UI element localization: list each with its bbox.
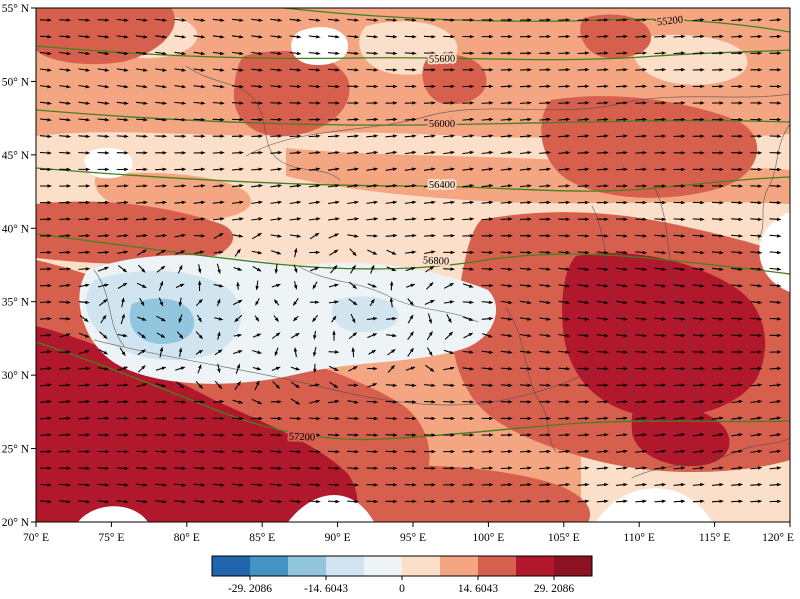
x-tick-label: 115° E xyxy=(699,532,730,544)
colorbar-tick-label: -14. 6043 xyxy=(304,583,348,595)
x-tick-label: 110° E xyxy=(624,532,655,544)
x-tick-label: 105° E xyxy=(548,532,580,544)
colorbar-segment xyxy=(364,556,402,576)
colorbar-segment xyxy=(212,556,250,576)
y-tick-label: 35° N xyxy=(2,297,30,309)
y-tick-label: 30° N xyxy=(2,370,30,382)
colorbar-tick-label: 29. 2086 xyxy=(534,583,575,595)
contour-label: 56800 xyxy=(423,255,450,267)
x-tick-label: 90° E xyxy=(325,532,351,544)
colorbar-segment xyxy=(516,556,554,576)
colorbar-tick-label: 14. 6043 xyxy=(458,583,499,595)
x-tick-label: 80° E xyxy=(174,532,200,544)
y-tick-label: 25° N xyxy=(2,444,30,456)
x-tick-label: 95° E xyxy=(400,532,426,544)
y-tick-label: 40° N xyxy=(2,223,30,235)
colorbar-segment xyxy=(440,556,478,576)
colorbar-tick-label: -29. 2086 xyxy=(228,583,272,595)
colorbar-segment xyxy=(250,556,288,576)
arrow-shafts xyxy=(39,18,778,503)
colorbar-segment xyxy=(554,556,592,576)
y-tick-label: 50° N xyxy=(2,76,30,88)
map-plot-area: 55200 55600 56000 56400 56800 57200 xyxy=(36,8,790,522)
colorbar-segment xyxy=(326,556,364,576)
x-tick-label: 70° E xyxy=(23,532,49,544)
geopotential-contours-layer xyxy=(36,8,790,441)
contour-labels-layer: 55200 55600 56000 56400 56800 57200 xyxy=(287,13,686,446)
contour-label: 55600 xyxy=(429,54,456,66)
colorbar-tick-label: 0 xyxy=(399,583,405,595)
contour-label: 55200 xyxy=(656,15,683,29)
axes-layer: 70° E 75° E 80° E 85° E 90° E 95° E 100° E 105°… xyxy=(2,3,794,544)
colorbar-segment xyxy=(478,556,516,576)
x-tick-label: 85° E xyxy=(249,532,275,544)
x-tick-label: 120° E xyxy=(762,532,794,544)
y-tick-label: 45° N xyxy=(2,150,30,162)
wind-arrows-layer xyxy=(39,18,782,504)
x-tick-label: 75° E xyxy=(98,532,124,544)
y-tick-label: 55° N xyxy=(2,3,30,15)
colorbar-segment xyxy=(288,556,326,576)
colorbar: -29. 2086 -14. 6043 0 14. 6043 29. 2086 xyxy=(211,555,593,595)
contour-label: 56000 xyxy=(429,119,455,130)
contour-label: 57200 xyxy=(289,432,316,444)
colorbar-segment xyxy=(402,556,440,576)
contour-label: 56400 xyxy=(429,180,455,191)
y-tick-label: 20° N xyxy=(2,517,30,529)
x-tick-label: 100° E xyxy=(473,532,505,544)
